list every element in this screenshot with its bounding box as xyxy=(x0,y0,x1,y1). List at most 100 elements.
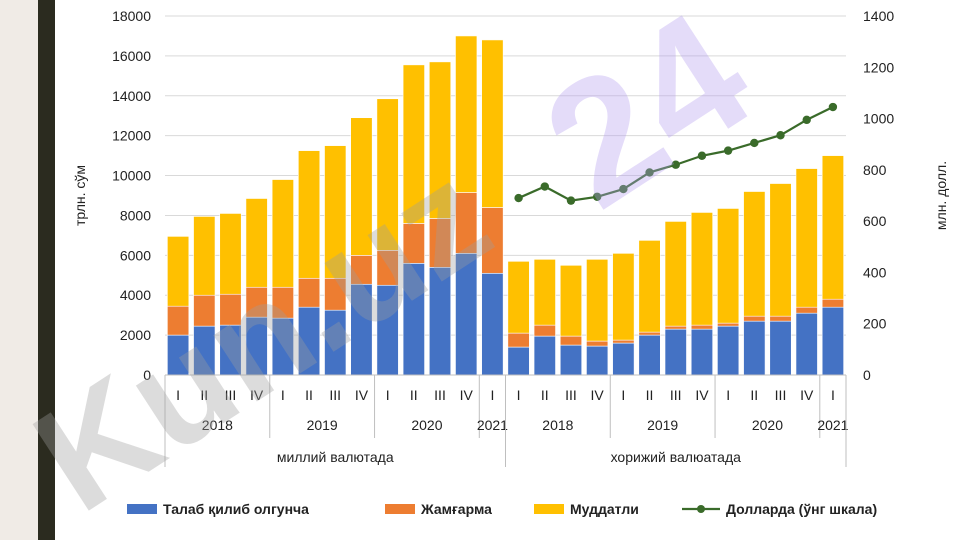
year-label: 2018 xyxy=(202,417,233,433)
legend-label: Муддатли xyxy=(570,501,639,517)
quarter-label: III xyxy=(565,387,577,403)
bar-segment-1 xyxy=(690,328,713,376)
dollar-marker xyxy=(566,196,576,205)
bar-segment-3 xyxy=(481,39,504,208)
bar-segment-3 xyxy=(271,179,294,288)
quarter-label: I xyxy=(621,387,625,403)
quarter-label: II xyxy=(750,387,758,403)
bar-segment-3 xyxy=(559,265,583,337)
slide-left-band xyxy=(0,0,38,540)
dollar-marker xyxy=(592,192,602,201)
dollar-marker xyxy=(802,115,811,125)
dollar-marker xyxy=(645,168,654,177)
quarter-label: II xyxy=(305,387,313,403)
quarter-label: III xyxy=(434,387,446,403)
bar-segment-1 xyxy=(586,345,609,376)
quarter-label: IV xyxy=(460,387,474,403)
bar-segment-3 xyxy=(507,261,530,334)
bar-segment-2 xyxy=(769,315,792,322)
year-label: 2019 xyxy=(307,417,338,433)
bar-segment-3 xyxy=(690,212,713,326)
year-label: 2021 xyxy=(817,417,848,433)
bar-segment-2 xyxy=(821,298,844,308)
dollar-marker xyxy=(828,102,838,112)
bar-segment-1 xyxy=(743,320,766,376)
quarter-label: II xyxy=(200,387,208,403)
slide-dark-band xyxy=(38,0,55,540)
y-tick-label: 16000 xyxy=(112,48,151,64)
dollar-marker xyxy=(671,160,680,169)
group-label: миллий валютада xyxy=(277,449,394,465)
y2-tick-label: 600 xyxy=(863,213,887,229)
bar-segment-3 xyxy=(402,64,425,224)
quarter-label: II xyxy=(646,387,654,403)
quarter-label: IV xyxy=(355,387,369,403)
quarter-label: I xyxy=(831,387,835,403)
quarter-label: II xyxy=(410,387,418,403)
y-tick-label: 8000 xyxy=(120,207,151,223)
y2-tick-label: 800 xyxy=(863,162,887,178)
bar-segment-3 xyxy=(428,61,452,219)
bar-segment-3 xyxy=(638,240,661,333)
bar-segment-2 xyxy=(664,325,687,330)
bar-segment-3 xyxy=(717,208,740,324)
year-label: 2019 xyxy=(647,417,678,433)
bar-segment-1 xyxy=(507,346,530,376)
quarter-label: IV xyxy=(695,387,709,403)
bar-segment-3 xyxy=(586,259,609,342)
bar-segment-3 xyxy=(533,259,556,326)
bar-segment-2 xyxy=(638,331,661,336)
group-label: хорижий валюатада xyxy=(611,449,742,465)
bar-segment-1 xyxy=(821,306,844,376)
quarter-label: III xyxy=(225,387,237,403)
y-axis-title: трлн. сўм xyxy=(72,165,88,226)
bar-segment-1 xyxy=(533,335,556,376)
dollar-marker xyxy=(750,138,759,148)
quarter-label: I xyxy=(726,387,730,403)
bar-segment-1 xyxy=(559,344,583,376)
bar-segment-3 xyxy=(324,145,347,279)
bar-segment-1 xyxy=(769,320,792,376)
bar-segment-2 xyxy=(743,315,766,322)
y2-tick-label: 1200 xyxy=(863,59,894,75)
y-tick-label: 10000 xyxy=(112,168,151,184)
y-tick-label: 0 xyxy=(143,367,151,383)
bar-segment-3 xyxy=(769,183,792,317)
quarter-label: III xyxy=(775,387,787,403)
bar-segment-3 xyxy=(664,221,687,327)
bar-segment-3 xyxy=(455,35,478,193)
bar-segment-3 xyxy=(821,155,844,300)
quarter-label: II xyxy=(541,387,549,403)
bar-segment-1 xyxy=(638,334,661,376)
quarter-label: IV xyxy=(250,387,264,403)
quarter-label: I xyxy=(176,387,180,403)
bar-segment-3 xyxy=(219,213,242,295)
bar-segment-3 xyxy=(167,236,190,307)
quarter-label: III xyxy=(670,387,682,403)
quarter-label: I xyxy=(281,387,285,403)
quarter-label: I xyxy=(386,387,390,403)
y2-tick-label: 400 xyxy=(863,264,887,280)
y-tick-label: 12000 xyxy=(112,128,151,144)
dollar-marker xyxy=(776,131,785,140)
y-tick-label: 2000 xyxy=(120,327,151,343)
bar-segment-2 xyxy=(507,332,530,348)
bar-segment-3 xyxy=(795,168,818,308)
y-tick-label: 14000 xyxy=(112,88,151,104)
bar-segment-3 xyxy=(298,150,321,279)
legend-label: Долларда (ўнг шкала) xyxy=(726,501,877,517)
dollar-marker xyxy=(697,151,707,160)
bar-segment-1 xyxy=(795,312,818,376)
bar-segment-2 xyxy=(586,340,609,347)
bar-segment-2 xyxy=(612,339,635,344)
watermark-text-right: 24 xyxy=(513,0,782,245)
bar-segment-3 xyxy=(376,98,399,251)
year-label: 2018 xyxy=(542,417,573,433)
y-tick-label: 4000 xyxy=(120,287,151,303)
dollar-marker xyxy=(723,146,733,155)
bar-segment-3 xyxy=(245,198,268,288)
bar-segment-2 xyxy=(690,324,713,330)
y2-tick-label: 1000 xyxy=(863,111,894,127)
y2-tick-label: 200 xyxy=(863,316,887,332)
